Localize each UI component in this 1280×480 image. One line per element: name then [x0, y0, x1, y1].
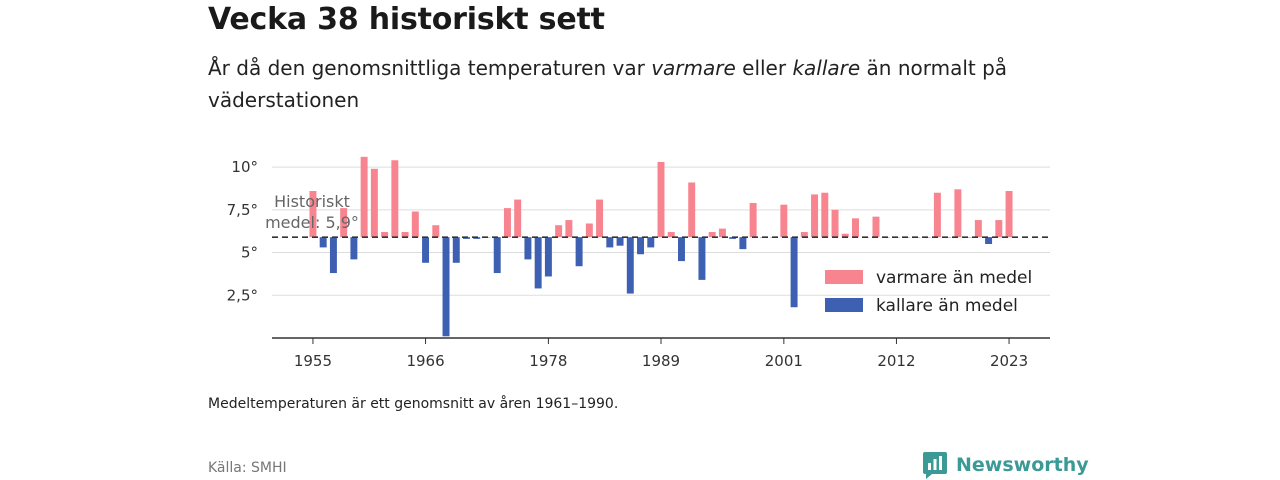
- bar: [391, 160, 399, 238]
- bar: [964, 237, 972, 238]
- bar: [749, 202, 757, 238]
- y-axis-labels: 2,5° 5° 7,5° 10°: [227, 158, 258, 304]
- legend-swatch: [825, 298, 863, 312]
- x-tick-label: 1955: [294, 352, 332, 370]
- bar: [319, 237, 327, 248]
- bar: [350, 237, 358, 260]
- bar: [841, 233, 849, 238]
- x-tick-label: 2001: [765, 352, 803, 370]
- bar: [974, 220, 982, 238]
- legend: varmare än medel kallare än medel: [825, 268, 1032, 316]
- bar: [493, 237, 501, 274]
- bar: [360, 156, 368, 238]
- subtitle-part-2: eller: [735, 56, 793, 80]
- bar: [677, 237, 685, 262]
- x-tick-label: 1966: [406, 352, 444, 370]
- bar: [647, 237, 655, 248]
- bars: [309, 156, 1013, 337]
- newsworthy-logo-icon: [923, 452, 947, 479]
- bar: [524, 237, 532, 260]
- bar: [422, 237, 430, 263]
- y-tick-label: 7,5°: [227, 201, 258, 219]
- bar: [995, 220, 1003, 238]
- bar: [596, 199, 604, 238]
- bar: [872, 216, 880, 238]
- bar: [555, 225, 563, 238]
- bar: [534, 237, 542, 289]
- chart-title: Vecka 38 historiskt sett: [208, 2, 605, 37]
- bar: [811, 194, 819, 238]
- bar: [790, 237, 798, 308]
- brand-logo: Newsworthy: [922, 450, 1089, 480]
- bar: [585, 223, 593, 238]
- bar: [514, 199, 522, 238]
- legend-label: kallare än medel: [876, 296, 1018, 316]
- source: Källa: SMHI: [208, 460, 287, 476]
- bar: [852, 218, 859, 238]
- legend-swatch: [825, 270, 863, 284]
- bar: [739, 237, 747, 250]
- bar: [411, 211, 419, 238]
- x-axis-ticks: 1955 1966 1978 1989 2001 2012 2023: [294, 338, 1028, 370]
- brand-name: Newsworthy: [956, 454, 1089, 476]
- legend-label: varmare än medel: [876, 268, 1032, 288]
- bar: [637, 237, 645, 255]
- chart-subtitle: År då den genomsnittliga temperaturen va…: [208, 52, 1038, 116]
- subtitle-part-3: än normalt på väderstationen: [208, 56, 1008, 112]
- y-tick-label: 2,5°: [227, 286, 258, 304]
- footnote: Medeltemperaturen är ett genomsnitt av å…: [208, 396, 619, 412]
- bar: [473, 237, 481, 239]
- bar: [565, 220, 573, 238]
- bar: [985, 237, 993, 244]
- bar: [688, 182, 696, 238]
- bar: [503, 208, 511, 238]
- bar: [606, 237, 614, 248]
- bar: [401, 232, 409, 238]
- bar: [667, 232, 675, 238]
- bar: [831, 209, 839, 238]
- bar: [1005, 191, 1013, 238]
- y-tick-label: 10°: [231, 158, 258, 176]
- bar: [575, 237, 583, 267]
- bar: [370, 168, 378, 238]
- mean-label-line-1: Historiskt: [274, 192, 350, 211]
- bar: [626, 237, 634, 294]
- bar: [544, 237, 552, 277]
- bar: [340, 208, 348, 238]
- bar: [708, 232, 716, 238]
- bar: [432, 225, 440, 238]
- bar: [729, 237, 737, 239]
- bar: [442, 237, 450, 337]
- bar: [698, 237, 706, 280]
- bar: [381, 232, 389, 238]
- bar: [452, 237, 460, 263]
- bar: [821, 192, 829, 238]
- x-tick-label: 2023: [990, 352, 1028, 370]
- bar: [718, 228, 726, 238]
- bar: [800, 232, 808, 238]
- subtitle-cold-word: kallare: [792, 56, 861, 80]
- bar: [616, 237, 624, 246]
- bar: [463, 237, 470, 239]
- bar: [954, 189, 962, 238]
- mean-label-line-2: medel: 5,9°: [265, 213, 359, 232]
- bar: [657, 161, 665, 238]
- x-tick-label: 1989: [642, 352, 680, 370]
- subtitle-part-1: År då den genomsnittliga temperaturen va…: [208, 56, 652, 80]
- x-tick-label: 1978: [529, 352, 567, 370]
- y-tick-label: 5°: [241, 244, 258, 262]
- subtitle-warm-word: varmare: [651, 56, 736, 80]
- bar: [780, 204, 788, 238]
- bar: [329, 237, 337, 274]
- x-tick-label: 2012: [877, 352, 915, 370]
- bar: [933, 192, 941, 238]
- bar: [309, 191, 317, 238]
